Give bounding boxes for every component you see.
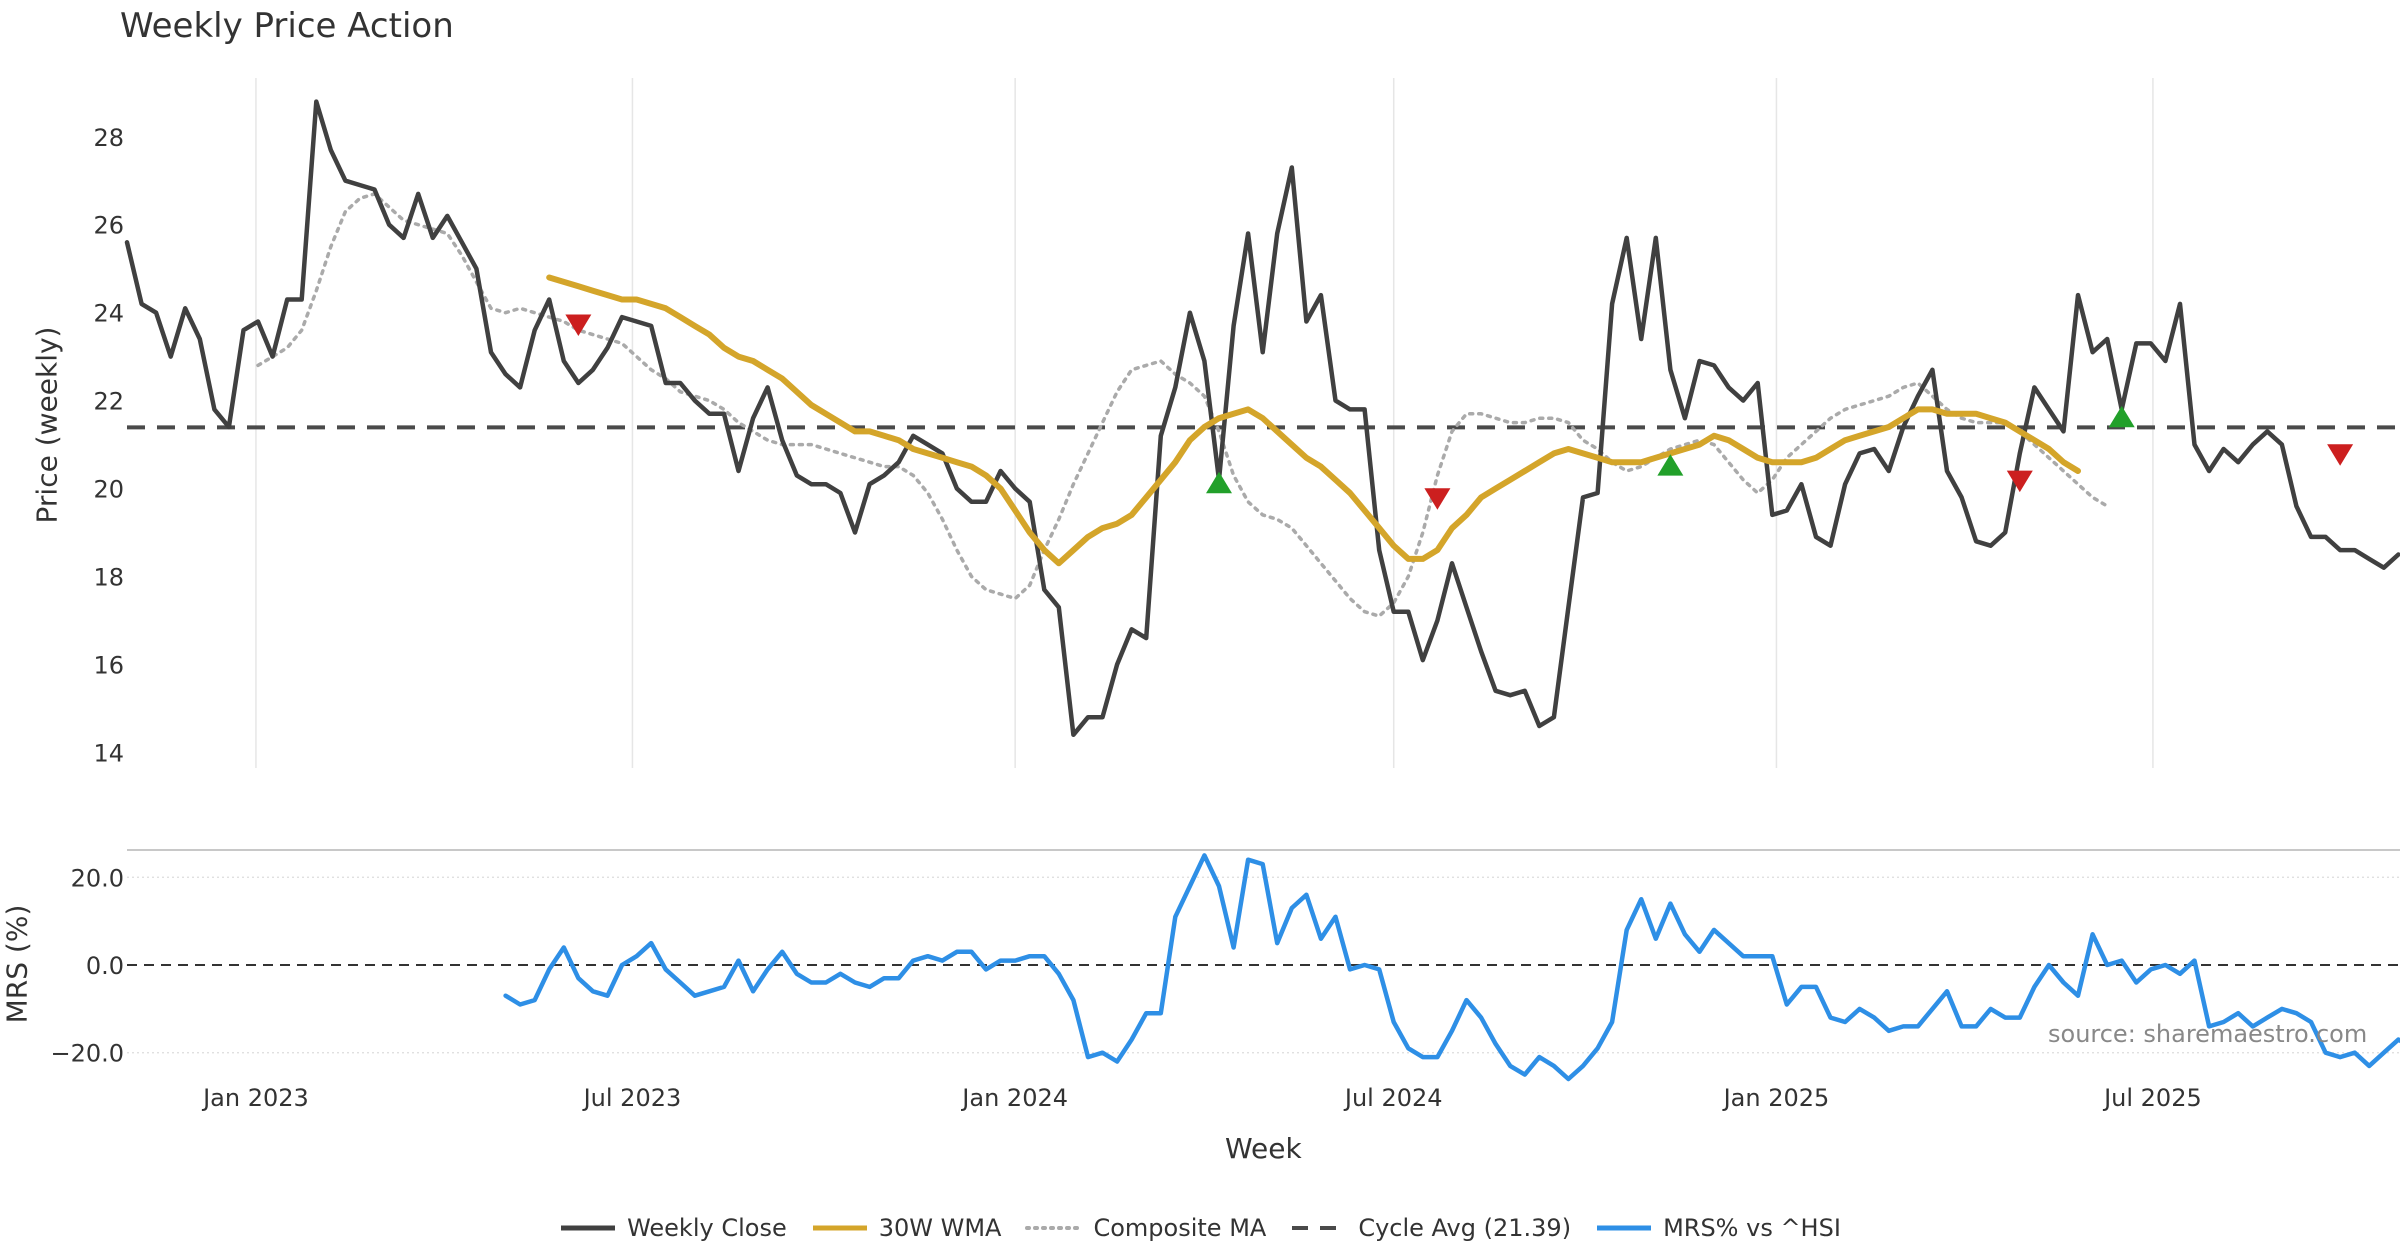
series-layer <box>124 99 2400 1082</box>
x-tick-label: Jan 2025 <box>1722 1084 1830 1112</box>
price-y-tick-label: 22 <box>93 388 124 416</box>
price-y-tick-label: 20 <box>93 476 124 504</box>
legend-label: Weekly Close <box>627 1214 787 1242</box>
signal-marker-layer <box>565 314 2354 510</box>
chart-title: Weekly Price Action <box>120 6 454 46</box>
buy-signal-marker <box>2108 405 2135 428</box>
x-tick-label: Jan 2024 <box>960 1084 1068 1112</box>
price-y-tick-label: 14 <box>93 739 124 767</box>
legend-label: Composite MA <box>1093 1214 1267 1242</box>
legend-label: Cycle Avg (21.39) <box>1358 1214 1572 1242</box>
mrs-y-axis-label: MRS (%) <box>0 904 34 1024</box>
sell-signal-marker <box>1424 488 1451 510</box>
legend-swatch-dotted-gray <box>1025 1226 1084 1230</box>
sell-signal-marker <box>565 314 592 337</box>
legend-swatch-solid-dark <box>561 1225 616 1231</box>
x-tick-label: Jul 2023 <box>582 1084 682 1112</box>
price-y-tick-label: 18 <box>93 564 124 592</box>
mrs-y-tick-label: −20.0 <box>50 1040 124 1068</box>
legend-swatch-solid-blue <box>1597 1225 1652 1231</box>
mrs-y-tick-label: 0.0 <box>86 952 124 980</box>
sell-signal-marker <box>2327 444 2354 466</box>
grid-layer <box>127 78 2400 1054</box>
buy-signal-marker <box>1206 471 1232 494</box>
legend: Weekly Close 30W WMA Composite MA Cycle … <box>0 1210 2400 1246</box>
legend-item-30w-wma[interactable]: 30W WMA <box>811 1214 1002 1242</box>
legend-item-weekly-close[interactable]: Weekly Close <box>559 1214 787 1242</box>
buy-signal-marker <box>1657 454 1684 476</box>
legend-swatch-dashed-dark <box>1292 1226 1347 1230</box>
sell-signal-marker <box>2006 470 2033 493</box>
axis-layer: 14 16 18 20 22 24 26 28 −20.0 0.0 20.0 Jan 2023 Jul … <box>50 124 2201 1112</box>
price-y-tick-label: 16 <box>93 651 124 679</box>
source-credit: source: sharemaestro.com <box>2048 1020 2368 1048</box>
price-y-axis-label: Price (weekly) <box>30 326 64 524</box>
legend-item-mrs[interactable]: MRS% vs ^HSI <box>1595 1214 1841 1242</box>
legend-label: MRS% vs ^HSI <box>1663 1214 1841 1242</box>
mrs-line <box>503 853 2400 1082</box>
x-tick-label: Jul 2024 <box>1343 1084 1443 1112</box>
composite-ma-line <box>256 192 2109 618</box>
price-y-tick-label: 26 <box>93 212 124 240</box>
legend-item-composite-ma[interactable]: Composite MA <box>1025 1214 1266 1242</box>
price-y-tick-label: 24 <box>93 300 124 328</box>
price-y-tick-label: 28 <box>93 124 124 152</box>
wma-30w-line <box>546 274 2081 567</box>
legend-label: 30W WMA <box>878 1214 1002 1242</box>
x-axis-label: Week <box>1225 1132 1302 1165</box>
legend-swatch-solid-gold <box>812 1225 867 1231</box>
weekly-close-line <box>124 99 2400 738</box>
mrs-y-tick-label: 20.0 <box>71 864 124 892</box>
x-tick-label: Jul 2025 <box>2102 1084 2202 1112</box>
x-tick-label: Jan 2023 <box>201 1084 309 1112</box>
legend-item-cycle-avg[interactable]: Cycle Avg (21.39) <box>1290 1214 1571 1242</box>
